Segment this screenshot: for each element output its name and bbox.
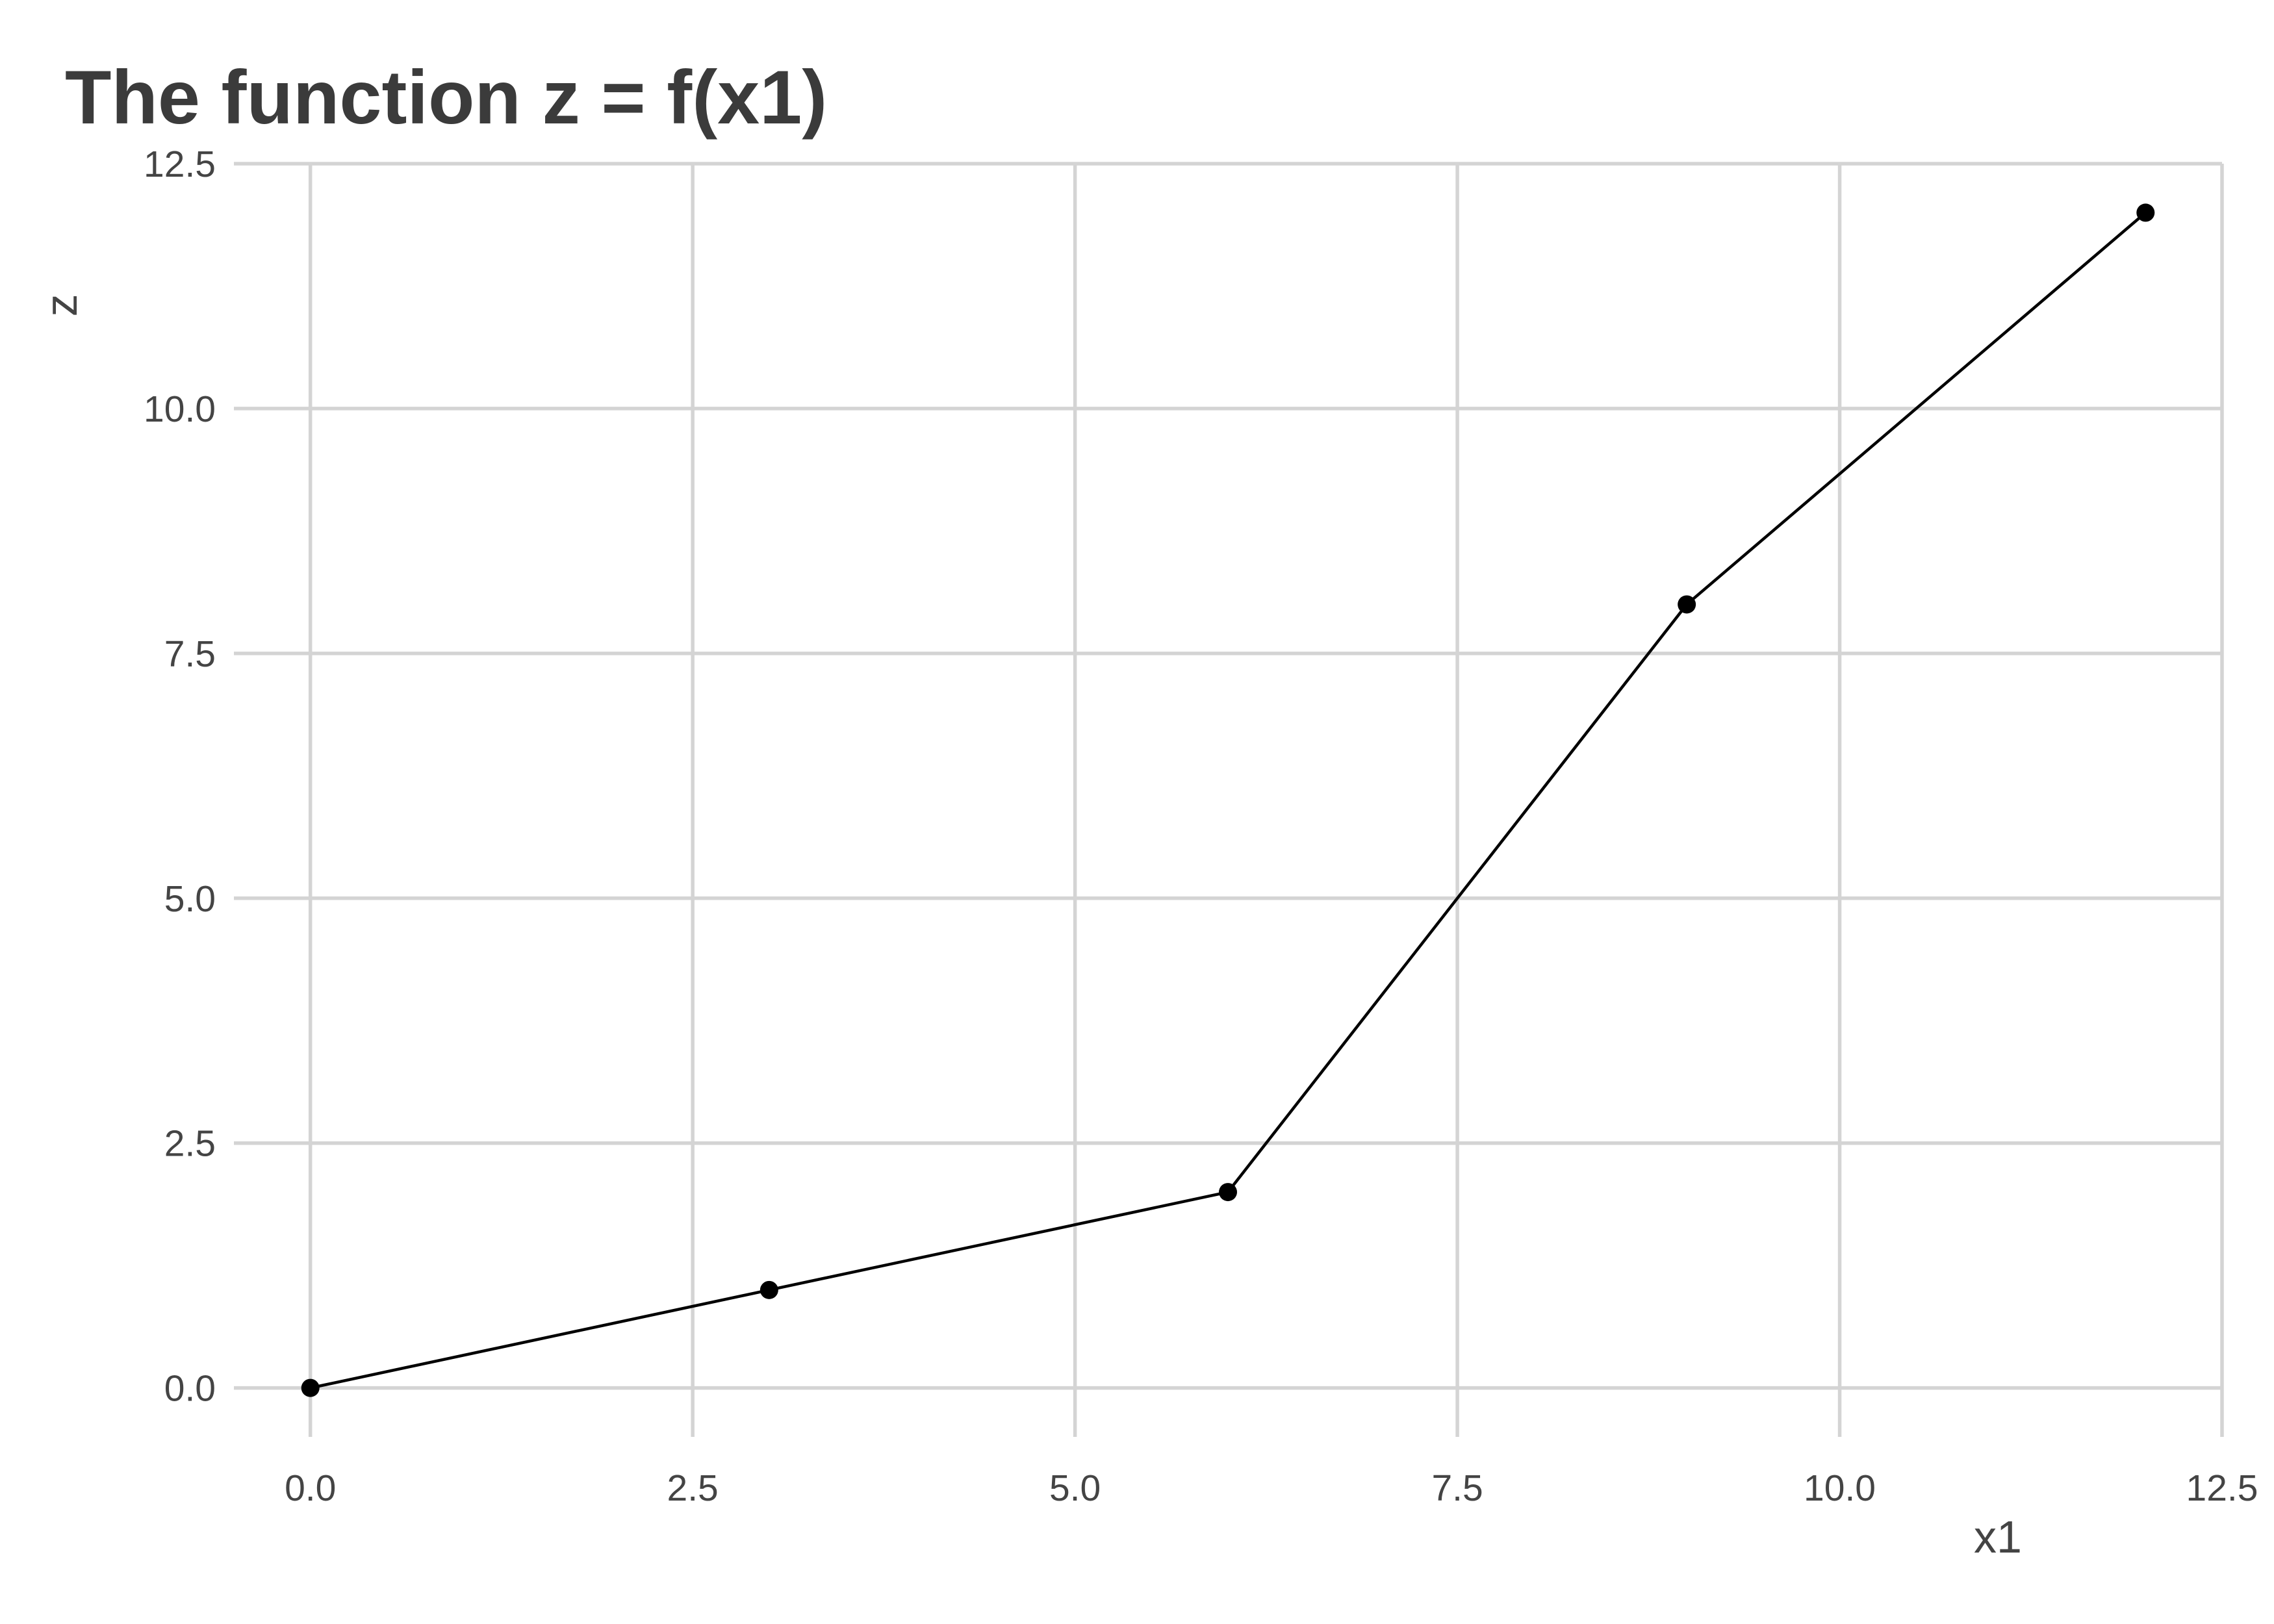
x-tick-label: 0.0 [285, 1467, 336, 1509]
data-point [301, 1378, 320, 1397]
data-point [760, 1280, 778, 1299]
y-tick-label: 2.5 [164, 1123, 216, 1165]
data-point [1219, 1183, 1237, 1202]
x-tick-label: 2.5 [667, 1467, 719, 1509]
chart-title: The function z = f(x1) [65, 55, 827, 140]
x-tick-label: 7.5 [1431, 1467, 1483, 1509]
y-tick-label: 10.0 [144, 388, 216, 430]
data-point [1678, 595, 1696, 614]
x-axis-ticks: 0.0 2.5 5.0 7.5 10.0 12.5 [285, 1467, 2258, 1509]
y-axis-ticks: 0.0 2.5 5.0 7.5 10.0 12.5 [144, 144, 216, 1410]
x-axis-title: x1 [1974, 1512, 2022, 1562]
y-tick-label: 12.5 [144, 144, 216, 185]
series-line [310, 211, 2147, 1389]
series [301, 203, 2155, 1397]
y-tick-label: 0.0 [164, 1368, 216, 1410]
y-axis-title: z [36, 294, 86, 317]
x-tick-label: 5.0 [1049, 1467, 1101, 1509]
y-tick-label: 5.0 [164, 878, 216, 920]
y-tick-label: 7.5 [164, 633, 216, 675]
data-point [2136, 203, 2155, 222]
x-tick-label: 10.0 [1804, 1467, 1876, 1509]
x-tick-label: 12.5 [2186, 1467, 2258, 1509]
grid [234, 162, 2224, 1437]
